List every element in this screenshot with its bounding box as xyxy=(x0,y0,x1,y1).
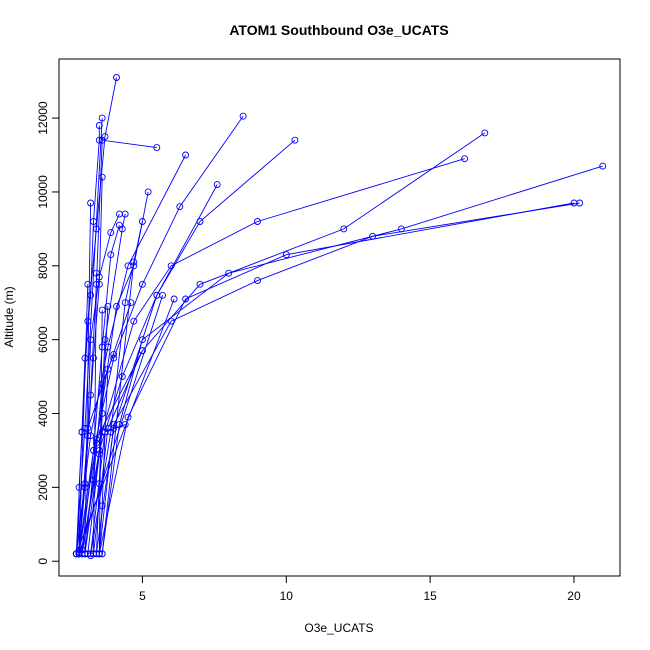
data-point xyxy=(115,210,123,218)
profile-line-29 xyxy=(98,310,103,554)
data-point xyxy=(182,295,190,303)
data-point xyxy=(461,155,469,163)
profile-line-23 xyxy=(84,350,143,554)
data-point xyxy=(118,225,126,233)
data-point xyxy=(95,122,103,129)
x-tick-label: 10 xyxy=(280,589,294,603)
data-point xyxy=(291,136,299,144)
data-point xyxy=(130,317,138,325)
data-point xyxy=(213,181,221,189)
data-point xyxy=(481,129,489,137)
chart-title: ATOM1 Southbound O3e_UCATS xyxy=(229,22,448,38)
data-point xyxy=(138,347,146,355)
data-point xyxy=(144,188,152,196)
data-point xyxy=(98,306,106,314)
profile-line-16 xyxy=(87,214,126,554)
data-point xyxy=(239,112,247,120)
data-point xyxy=(127,299,135,307)
profile-line-12 xyxy=(95,184,218,554)
data-point xyxy=(138,336,146,344)
data-point xyxy=(107,229,115,237)
data-point xyxy=(104,302,112,310)
profile-line-24 xyxy=(90,424,126,554)
data-point xyxy=(176,203,184,211)
data-point xyxy=(254,218,261,225)
data-point xyxy=(87,199,95,207)
data-point xyxy=(92,435,100,443)
data-point xyxy=(101,428,109,436)
x-axis: 5 10 15 20 xyxy=(139,575,581,603)
y-axis: 0 2000 4000 6000 8000 10000 12000 xyxy=(36,101,60,565)
x-tick-label: 20 xyxy=(567,589,581,603)
x-tick-label: 5 xyxy=(139,589,146,603)
data-point xyxy=(282,251,290,259)
data-point xyxy=(254,277,261,285)
data-point xyxy=(98,114,106,122)
data-point xyxy=(113,74,120,81)
plot-frame xyxy=(58,58,621,577)
data-point xyxy=(397,225,405,233)
data-point xyxy=(75,550,83,558)
profile-line-19 xyxy=(98,369,109,554)
data-point xyxy=(92,269,100,277)
y-tick-label: 10000 xyxy=(36,175,50,209)
profile-line-26 xyxy=(78,284,89,554)
y-tick-label: 8000 xyxy=(36,252,50,279)
data-point xyxy=(138,218,146,225)
data-point xyxy=(170,295,178,303)
profile-line-8 xyxy=(93,132,486,554)
y-axis-label: Altitude (m) xyxy=(2,286,16,347)
data-point xyxy=(113,302,120,310)
profile-line-10 xyxy=(101,165,603,554)
data-point xyxy=(196,280,204,288)
y-tick-label: 2000 xyxy=(36,474,50,501)
data-point xyxy=(110,350,118,358)
data-point xyxy=(98,550,106,558)
profile-line-7 xyxy=(84,158,465,554)
data-point xyxy=(98,136,106,144)
data-point xyxy=(599,162,607,170)
data-point xyxy=(98,502,106,510)
plot-data xyxy=(72,74,607,560)
data-point xyxy=(118,373,126,381)
profile-line-9 xyxy=(98,202,580,554)
data-point xyxy=(84,424,92,432)
data-point xyxy=(98,380,106,388)
data-point xyxy=(90,476,97,484)
profile-line-5 xyxy=(78,115,244,551)
y-tick-label: 12000 xyxy=(36,101,50,135)
profile-line-2 xyxy=(75,77,117,554)
profile-line-22 xyxy=(78,302,132,554)
profile-line-27 xyxy=(84,202,92,554)
data-point xyxy=(138,280,146,288)
data-point xyxy=(153,144,161,152)
data-point xyxy=(182,151,190,159)
y-tick-label: 6000 xyxy=(36,326,50,353)
data-point xyxy=(570,199,578,207)
profile-line-25 xyxy=(81,354,115,554)
y-tick-label: 4000 xyxy=(36,400,50,427)
data-point xyxy=(340,225,348,233)
data-point xyxy=(225,269,233,277)
profile-line-31 xyxy=(78,295,164,554)
data-point xyxy=(84,280,92,288)
y-tick-label: 0 xyxy=(36,558,50,565)
x-axis-label: O3e_UCATS xyxy=(304,621,373,635)
profile-line-6 xyxy=(81,139,296,554)
profile-line-32 xyxy=(101,262,135,554)
x-tick-label: 15 xyxy=(423,589,437,603)
data-point xyxy=(107,251,115,259)
data-point xyxy=(167,317,175,325)
profile-line-11 xyxy=(98,202,575,554)
data-point xyxy=(159,291,167,299)
data-point xyxy=(130,258,138,266)
data-point xyxy=(87,336,95,344)
